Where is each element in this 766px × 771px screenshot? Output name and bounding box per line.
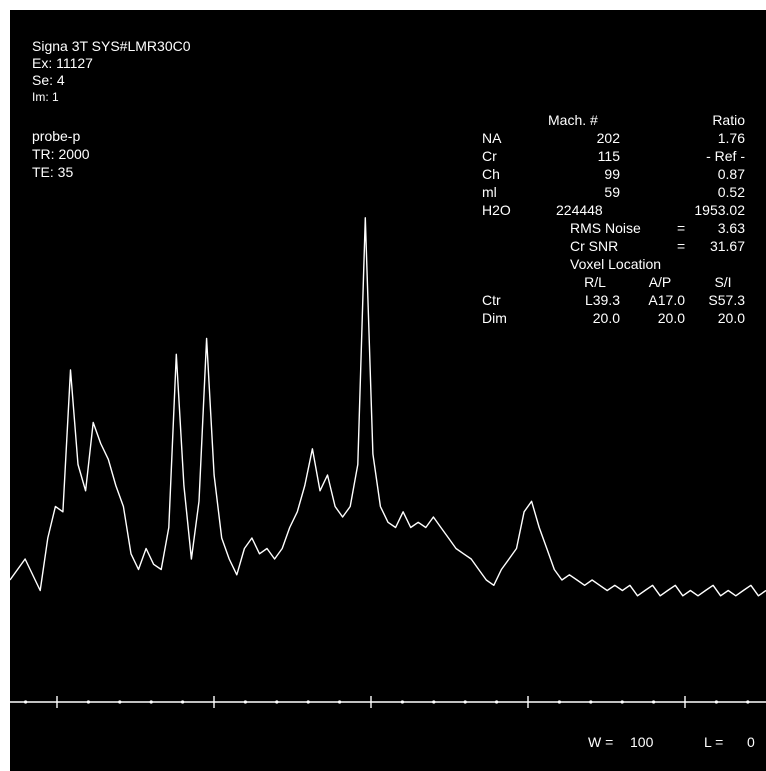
ctr-rl-value: L39.3 (584, 292, 620, 308)
minor-tick (495, 700, 499, 704)
minor-tick (181, 700, 185, 704)
metabolite-mach: 99 (604, 166, 620, 182)
metabolite-ratio: - Ref - (706, 148, 745, 164)
minor-tick (338, 700, 342, 704)
window-value: 100 (630, 734, 654, 750)
minor-tick (463, 700, 467, 704)
minor-tick (589, 700, 593, 704)
dim-si-value: 20.0 (717, 310, 745, 326)
dim-ap-value: 20.0 (657, 310, 685, 326)
probe-label: probe-p (32, 128, 81, 144)
metabolite-name: NA (482, 130, 502, 146)
mach-column-header: Mach. # (548, 112, 598, 128)
tr-label: TR: 2000 (32, 146, 90, 162)
image-label: Im: 1 (32, 90, 59, 104)
rms-noise-value: 3.63 (717, 220, 745, 236)
spectrum-trace-line (10, 217, 766, 597)
minor-tick (149, 700, 153, 704)
minor-tick (432, 700, 436, 704)
minor-tick (620, 700, 624, 704)
rl-column-header: R/L (584, 274, 606, 290)
minor-tick (746, 700, 750, 704)
level-value: 0 (747, 734, 755, 750)
cr-snr-equals: = (677, 238, 686, 254)
spectrum-trace-layer (10, 217, 766, 597)
frequency-axis (10, 696, 766, 708)
spectrum-screen: Signa 3T SYS#LMR30C0 Ex: 11127 Se: 4 Im:… (10, 10, 766, 771)
series-label: Se: 4 (32, 72, 65, 88)
minor-tick (24, 700, 28, 704)
ctr-si-value: S57.3 (708, 292, 745, 308)
rms-noise-equals: = (677, 220, 686, 236)
metabolite-name: ml (482, 184, 497, 200)
spectrum-chart (10, 217, 766, 708)
ratio-column-header: Ratio (712, 112, 745, 128)
rms-noise-label: RMS Noise (570, 220, 641, 236)
minor-tick (400, 700, 404, 704)
ctr-label: Ctr (482, 292, 501, 308)
metabolite-mach: 59 (604, 184, 620, 200)
level-label: L = (704, 734, 724, 750)
minor-tick (86, 700, 90, 704)
metabolite-name: H2O (482, 202, 511, 218)
cr-snr-value: 31.67 (709, 238, 745, 254)
ap-column-header: A/P (648, 274, 672, 290)
minor-tick (557, 700, 562, 704)
system-id-label: Signa 3T SYS#LMR30C0 (32, 38, 191, 54)
minor-tick (275, 700, 279, 704)
si-column-header: S/I (714, 274, 732, 290)
exam-label: Ex: 11127 (32, 55, 93, 71)
metabolite-mach: 202 (596, 130, 620, 146)
ctr-ap-value: A17.0 (648, 292, 685, 308)
minor-tick (306, 700, 310, 704)
dim-rl-value: 20.0 (592, 310, 620, 326)
voxel-location-title: Voxel Location (570, 256, 662, 272)
minor-tick (243, 700, 247, 704)
metabolite-ratio: 1953.02 (694, 202, 745, 218)
minor-tick (118, 700, 122, 704)
minor-tick (652, 700, 656, 704)
metabolite-ratio: 1.76 (717, 130, 745, 146)
metabolite-mach: 115 (597, 148, 620, 164)
window-label: W = (588, 734, 614, 750)
metabolite-name: Cr (482, 148, 497, 164)
minor-tick (714, 700, 719, 704)
metabolite-mach: 224448 (556, 202, 603, 218)
cr-snr-label: Cr SNR (570, 238, 619, 254)
metabolite-name: Ch (482, 166, 500, 182)
metabolite-ratio: 0.87 (717, 166, 745, 182)
dim-label: Dim (482, 310, 507, 326)
metabolite-ratio: 0.52 (717, 184, 745, 200)
te-label: TE: 35 (32, 164, 74, 180)
